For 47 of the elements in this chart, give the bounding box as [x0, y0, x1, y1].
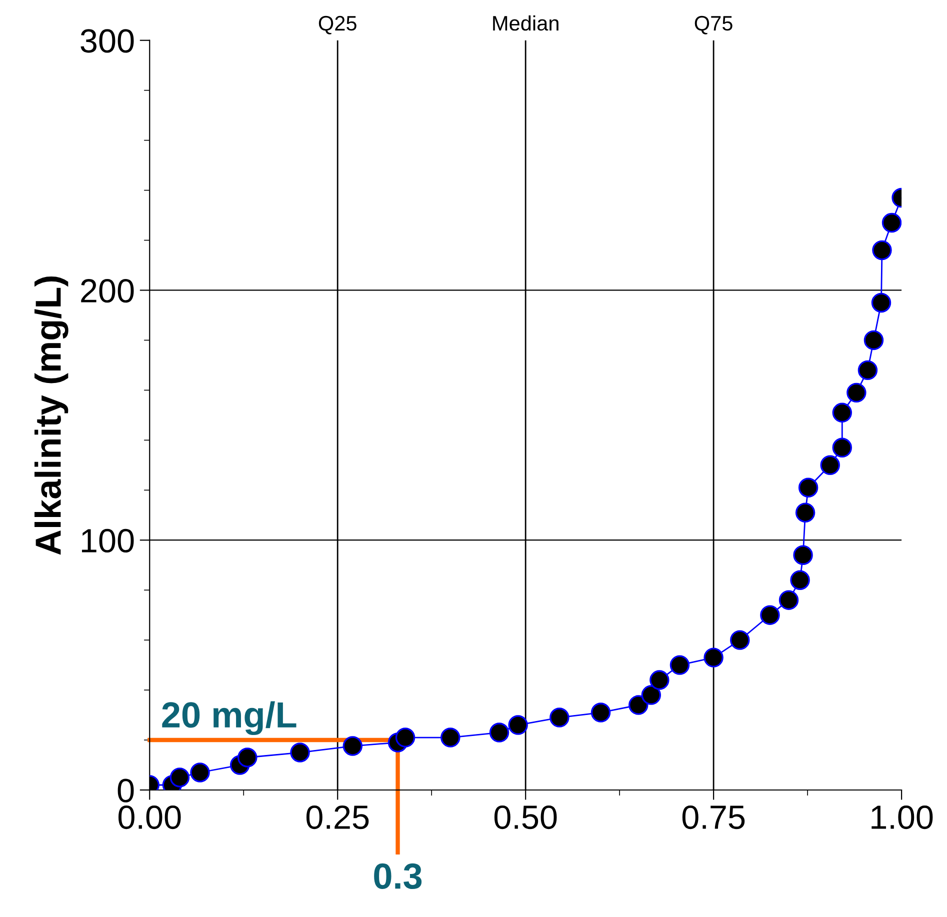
- x-tick-label: 0.00: [118, 805, 181, 830]
- point: [650, 670, 670, 690]
- point: [795, 502, 816, 522]
- point: [730, 630, 750, 650]
- point: [489, 722, 510, 742]
- point: [290, 742, 310, 762]
- point: [832, 402, 852, 423]
- point: [641, 685, 662, 705]
- point: [864, 330, 884, 350]
- point: [871, 292, 892, 313]
- point: [170, 768, 190, 788]
- point: [790, 570, 810, 590]
- y-tick-label: 0: [118, 778, 134, 802]
- point: [395, 728, 416, 748]
- x-tick-label: 0.25: [306, 805, 369, 830]
- y-tick-label: 100: [82, 528, 134, 553]
- x-tick-label: 1.00: [872, 805, 933, 830]
- point: [590, 702, 611, 722]
- x-tick-label: 0.50: [494, 805, 557, 830]
- point: [440, 728, 460, 748]
- point: [342, 736, 363, 756]
- x-tick-label: 0.75: [682, 805, 745, 830]
- point: [628, 695, 648, 715]
- y-tick-label: 200: [81, 279, 134, 303]
- point: [550, 708, 570, 728]
- point: [858, 360, 878, 380]
- point: [793, 545, 813, 565]
- y-axis-title: Alkalinity (mg/L): [34, 276, 68, 555]
- ref-line-label: Median: [493, 15, 558, 31]
- point: [190, 762, 210, 782]
- point: [760, 605, 780, 625]
- point: [798, 478, 818, 498]
- point: [704, 648, 724, 668]
- point: [238, 748, 258, 768]
- point: [846, 382, 866, 403]
- ref-line-label: 20 mg/L: [162, 701, 296, 736]
- y-tick-label: 300: [80, 29, 134, 53]
- ref-line-label: Q75: [694, 16, 732, 34]
- ref-line-label: Q25: [318, 16, 356, 34]
- point: [882, 212, 902, 233]
- ref-line-label: 0.3: [374, 863, 422, 890]
- point: [670, 655, 690, 675]
- point: [778, 590, 799, 610]
- point: [832, 438, 852, 458]
- point: [820, 455, 840, 476]
- point: [872, 240, 892, 260]
- point: [508, 715, 528, 735]
